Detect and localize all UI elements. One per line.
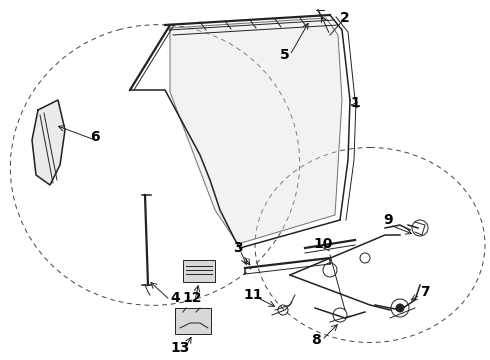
Polygon shape	[170, 18, 342, 244]
Text: 9: 9	[383, 213, 393, 227]
Text: 13: 13	[171, 341, 190, 355]
Text: 8: 8	[311, 333, 321, 347]
Text: 5: 5	[280, 48, 290, 62]
Circle shape	[396, 304, 404, 312]
FancyBboxPatch shape	[183, 260, 215, 282]
Text: 2: 2	[340, 11, 350, 25]
Text: 7: 7	[420, 285, 430, 299]
Text: 10: 10	[313, 237, 333, 251]
Text: 11: 11	[243, 288, 263, 302]
Text: 12: 12	[182, 291, 202, 305]
Text: 6: 6	[90, 130, 100, 144]
Text: 3: 3	[233, 241, 243, 255]
Polygon shape	[32, 100, 65, 185]
Text: 4: 4	[170, 291, 180, 305]
Text: 1: 1	[350, 96, 360, 110]
FancyBboxPatch shape	[175, 308, 211, 334]
